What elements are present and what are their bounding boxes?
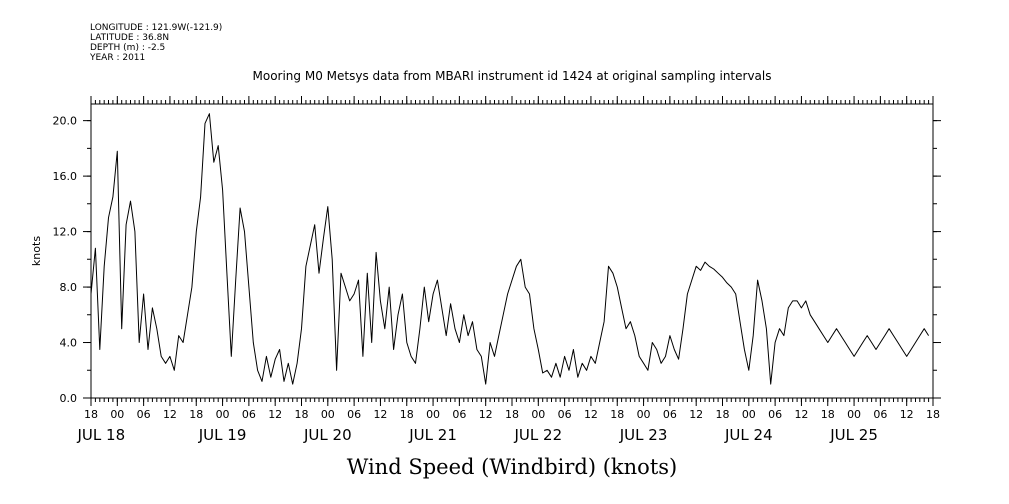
x-tick-label: 18 [189,408,203,421]
x-tick-label: 00 [531,408,545,421]
x-axis: 18 00 06 12 18 00 06 12 18 00 06 12 18 00 06 12 18 00 06 12… [77,96,940,444]
x-tick-label: 12 [479,408,493,421]
header-depth: DEPTH (m) : -2.5 [90,43,165,53]
y-axis-label: knots [30,236,43,266]
x-tick-label: 06 [242,408,256,421]
x-tick-label: 06 [663,408,677,421]
date-label: JUL 20 [303,426,352,444]
x-tick-label: 12 [794,408,808,421]
chart-title: Mooring M0 Metsys data from MBARI instru… [253,69,772,83]
x-tick-label: 06 [768,408,782,421]
minor-ticks [87,100,937,402]
x-tick-label: 18 [295,408,309,421]
header-year: YEAR : 2011 [89,53,145,63]
y-tick-label: 16.0 [53,170,78,183]
header-longitude: LONGITUDE : 121.9W(-121.9) [90,23,222,33]
minor-tick-marks [87,100,937,402]
x-tick-label: 00 [847,408,861,421]
x-tick-label: 12 [268,408,282,421]
x-tick-label: 18 [505,408,519,421]
date-label: JUL 19 [198,426,247,444]
header-latitude: LATITUDE : 36.8N [90,33,169,43]
x-tick-label: 06 [558,408,572,421]
y-tick-label: 20.0 [53,115,78,128]
date-label: JUL 24 [724,426,773,444]
x-tick-label: 12 [900,408,914,421]
y-tick-label: 0.0 [60,392,78,405]
series-line [90,113,930,385]
x-tick-label: 12 [373,408,387,421]
series-layer [90,113,930,385]
x-tick-label: 18 [716,408,730,421]
x-tick-label: 12 [163,408,177,421]
x-tick-label: 18 [821,408,835,421]
x-tick-label: 06 [873,408,887,421]
y-axis: 0.0 4.0 8.0 12.0 16.0 20.0 [53,115,941,405]
x-tick-label: 18 [400,408,414,421]
x-tick-label: 00 [637,408,651,421]
date-label: JUL 25 [829,426,878,444]
x-tick-label: 12 [584,408,598,421]
x-tick-label: 18 [610,408,624,421]
x-tick-label: 18 [926,408,940,421]
date-label: JUL 21 [408,426,457,444]
x-tick-label: 06 [137,408,151,421]
x-tick-label: 06 [347,408,361,421]
y-tick-label: 12.0 [53,226,78,239]
date-label: JUL 22 [514,426,563,444]
date-label: JUL 23 [619,426,668,444]
x-tick-label: 00 [110,408,124,421]
x-tick-label: 00 [321,408,335,421]
date-label: JUL 18 [77,426,126,444]
y-tick-label: 4.0 [60,337,78,350]
x-tick-label: 00 [742,408,756,421]
x-axis-label: Wind Speed (Windbird) (knots) [347,455,677,479]
x-tick-label: 06 [452,408,466,421]
x-tick-label: 12 [689,408,703,421]
x-tick-label: 00 [216,408,230,421]
x-tick-label: 18 [84,408,98,421]
y-tick-label: 8.0 [60,281,78,294]
x-tick-label: 00 [426,408,440,421]
